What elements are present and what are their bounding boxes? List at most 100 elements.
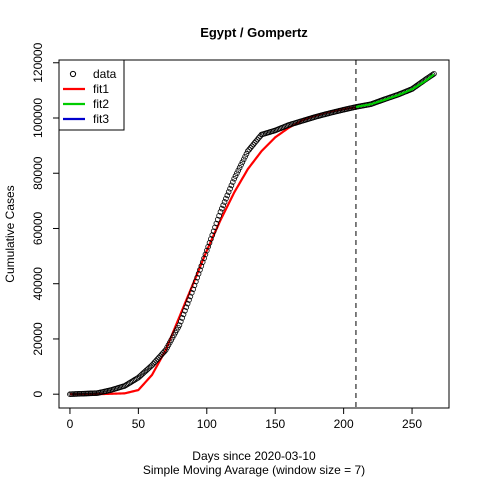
data-point xyxy=(124,381,131,388)
data-point xyxy=(153,357,159,364)
data-point xyxy=(176,322,183,328)
x-tick-label: 150 xyxy=(265,417,285,431)
data-point xyxy=(199,259,206,265)
data-point xyxy=(214,216,221,223)
series-line-fit2 xyxy=(355,73,435,109)
data-point xyxy=(160,350,166,356)
data-point xyxy=(193,278,199,285)
data-point xyxy=(157,353,164,359)
y-tick-label: 0 xyxy=(31,391,45,398)
data-point xyxy=(190,286,196,293)
data-point xyxy=(225,189,232,195)
y-axis-label: Cumulative Cases xyxy=(3,185,17,282)
data-point xyxy=(243,151,250,157)
x-tick-label: 50 xyxy=(132,417,146,431)
x-tick-label: 100 xyxy=(197,417,217,431)
data-point xyxy=(228,182,235,189)
data-point xyxy=(194,274,201,281)
x-tick-label: 0 xyxy=(67,417,74,431)
data-point xyxy=(255,135,262,141)
legend-label-fit2: fit2 xyxy=(93,97,109,111)
data-point xyxy=(227,185,233,192)
data-point xyxy=(251,140,258,146)
data-point xyxy=(245,148,251,154)
data-point xyxy=(232,173,239,179)
data-point xyxy=(212,224,218,231)
data-point xyxy=(201,255,207,262)
data-point xyxy=(149,362,155,368)
data-point xyxy=(223,195,229,202)
data-point xyxy=(238,162,244,168)
data-point xyxy=(242,153,248,160)
data-point xyxy=(249,143,255,149)
y-tick-label: 40000 xyxy=(31,267,45,301)
data-point xyxy=(121,383,128,389)
data-point xyxy=(125,380,132,387)
y-tick-label: 100000 xyxy=(31,98,45,138)
data-point xyxy=(210,228,217,235)
data-point xyxy=(246,146,253,153)
data-point xyxy=(206,240,213,246)
data-point xyxy=(247,145,254,151)
data-point xyxy=(161,348,168,355)
data-point xyxy=(431,71,437,77)
data-point xyxy=(184,300,191,307)
data-point xyxy=(205,243,211,250)
y-tick-label: 60000 xyxy=(31,211,45,245)
y-axis: 0 20000 40000 60000 80000 100000 120000 xyxy=(31,42,59,398)
data-point xyxy=(208,236,214,242)
data-point xyxy=(150,360,157,367)
data-point xyxy=(180,311,187,318)
x-tick-label: 250 xyxy=(402,417,422,431)
x-tick-label: 200 xyxy=(334,417,354,431)
data-point xyxy=(250,141,257,148)
data-point xyxy=(186,297,192,303)
y-tick-label: 120000 xyxy=(31,42,45,82)
data-point xyxy=(188,290,195,296)
data-point xyxy=(234,170,240,177)
data-point xyxy=(128,378,135,385)
data-point xyxy=(197,267,203,273)
data-point xyxy=(429,71,436,78)
data-point xyxy=(217,209,224,215)
y-tick-label: 20000 xyxy=(31,322,45,356)
legend-marker-data xyxy=(69,70,77,78)
data-point xyxy=(177,318,184,325)
data-point xyxy=(239,159,246,165)
legend-label-data: data xyxy=(93,67,117,81)
data-point xyxy=(236,164,243,171)
data-point xyxy=(158,351,165,358)
data-point xyxy=(191,282,198,289)
data-point xyxy=(224,192,231,199)
data-point xyxy=(219,205,225,212)
data-point xyxy=(195,270,202,277)
data-point xyxy=(253,138,259,145)
x-axis-label: Days since 2020-03-10 xyxy=(192,449,316,463)
data-point xyxy=(209,232,216,238)
data-point xyxy=(254,136,261,143)
data-point xyxy=(231,175,237,182)
data-point xyxy=(229,179,236,185)
data-point xyxy=(187,293,194,300)
y-tick-label: 80000 xyxy=(31,156,45,190)
plot-frame xyxy=(58,59,450,409)
data-point xyxy=(202,251,209,258)
data-point xyxy=(213,220,220,227)
data-point xyxy=(220,202,227,209)
data-point xyxy=(127,379,133,386)
data-point xyxy=(123,382,129,388)
data-point xyxy=(156,354,162,361)
data-point xyxy=(154,356,161,362)
data-point xyxy=(151,359,158,365)
data-point xyxy=(216,212,222,219)
series-line-fit1 xyxy=(69,106,357,396)
data-point xyxy=(203,247,210,254)
data-point xyxy=(179,315,185,321)
legend-label-fit1: fit1 xyxy=(93,82,109,96)
chart-title: Egypt / Gompertz xyxy=(200,25,308,40)
data-point xyxy=(235,167,242,174)
x-axis: 0 50 100 150 200 250 xyxy=(67,408,422,431)
data-point xyxy=(198,263,205,269)
